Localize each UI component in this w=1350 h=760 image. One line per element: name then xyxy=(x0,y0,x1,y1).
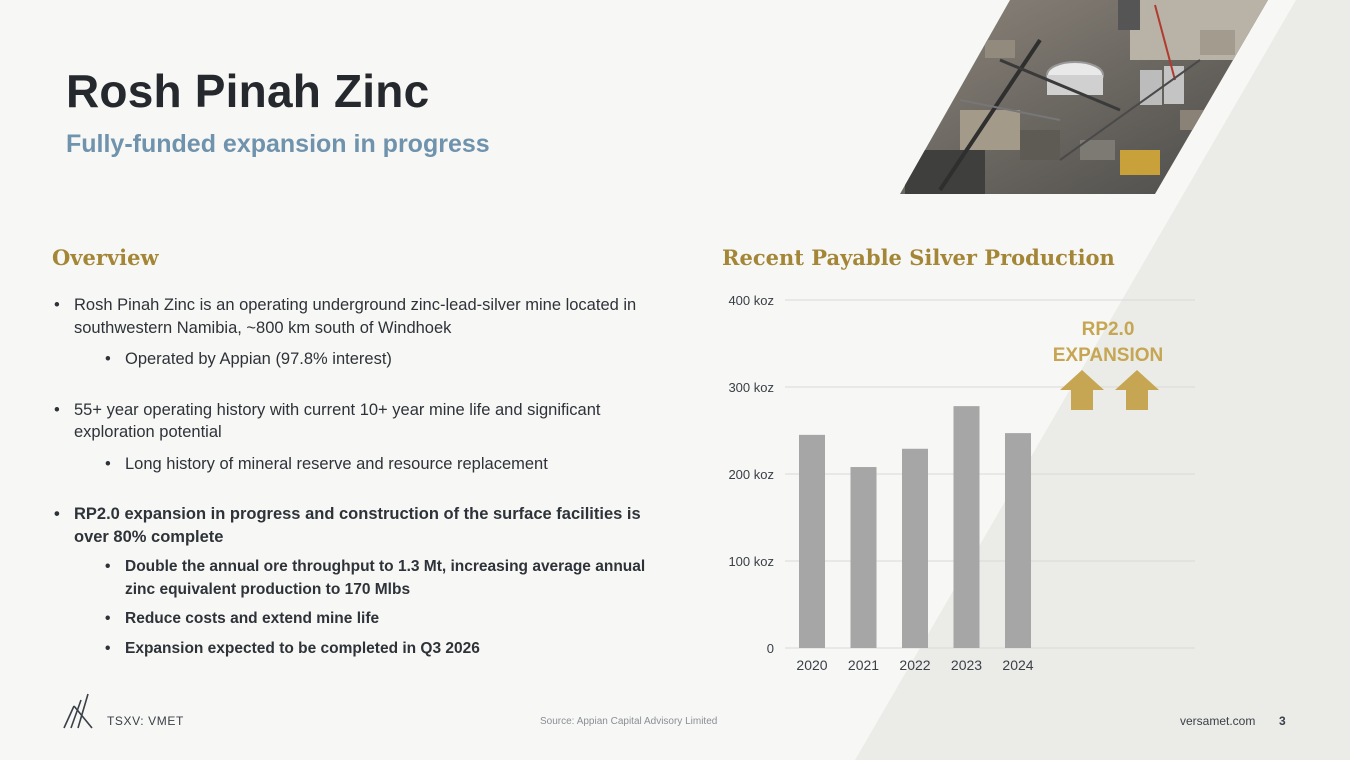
source-note: Source: Appian Capital Advisory Limited xyxy=(540,716,718,727)
bar xyxy=(799,434,825,648)
sub-bullet-item: Double the annual ore throughput to 1.3 … xyxy=(103,556,652,601)
x-tick-label: 2024 xyxy=(1002,657,1033,673)
bar xyxy=(902,448,928,648)
website-link[interactable]: versamet.com xyxy=(1180,714,1256,728)
up-arrow-icon xyxy=(1115,370,1159,410)
page-title: Rosh Pinah Zinc xyxy=(66,65,430,117)
bar xyxy=(953,406,980,648)
y-tick-label: 0 xyxy=(767,641,774,656)
x-tick-label: 2022 xyxy=(899,657,930,673)
mine-site-photo xyxy=(900,0,1268,194)
page-subtitle: Fully-funded expansion in progress xyxy=(66,130,490,158)
chart-title: Recent Payable Silver Production xyxy=(722,245,1115,270)
y-tick-label: 200 koz xyxy=(728,467,774,482)
bullet-item: RP2.0 expansion in progress and construc… xyxy=(52,503,652,548)
x-tick-label: 2023 xyxy=(951,657,982,673)
x-tick-label: 2021 xyxy=(848,657,879,673)
sub-bullet-item: Reduce costs and extend mine life xyxy=(103,608,652,631)
bar xyxy=(850,467,877,648)
x-tick-label: 2020 xyxy=(796,657,827,673)
y-tick-label: 100 koz xyxy=(728,554,774,569)
up-arrow-icon xyxy=(1060,370,1104,410)
overview-bullet-list: Rosh Pinah Zinc is an operating undergro… xyxy=(52,294,652,660)
bullet-item: Rosh Pinah Zinc is an operating undergro… xyxy=(52,294,652,339)
page-number: 3 xyxy=(1279,714,1286,728)
y-tick-label: 400 koz xyxy=(728,293,774,308)
annotation-line1: RP2.0 xyxy=(1082,319,1135,340)
sub-bullet-item: Operated by Appian (97.8% interest) xyxy=(103,348,652,371)
annotation-line2: EXPANSION xyxy=(1053,345,1164,366)
y-tick-label: 300 koz xyxy=(728,380,774,395)
overview-heading: Overview xyxy=(52,245,159,270)
bullet-item: 55+ year operating history with current … xyxy=(52,399,652,444)
sub-bullet-item: Expansion expected to be completed in Q3… xyxy=(103,638,652,661)
versamet-logo-icon xyxy=(63,693,93,729)
bar xyxy=(1005,433,1031,648)
ticker-symbol: TSXV: VMET xyxy=(107,714,184,728)
silver-production-chart: 0 100 koz 200 koz 300 koz 400 koz 2020 2021 202… xyxy=(728,293,1195,673)
sub-bullet-item: Long history of mineral reserve and reso… xyxy=(103,453,652,476)
